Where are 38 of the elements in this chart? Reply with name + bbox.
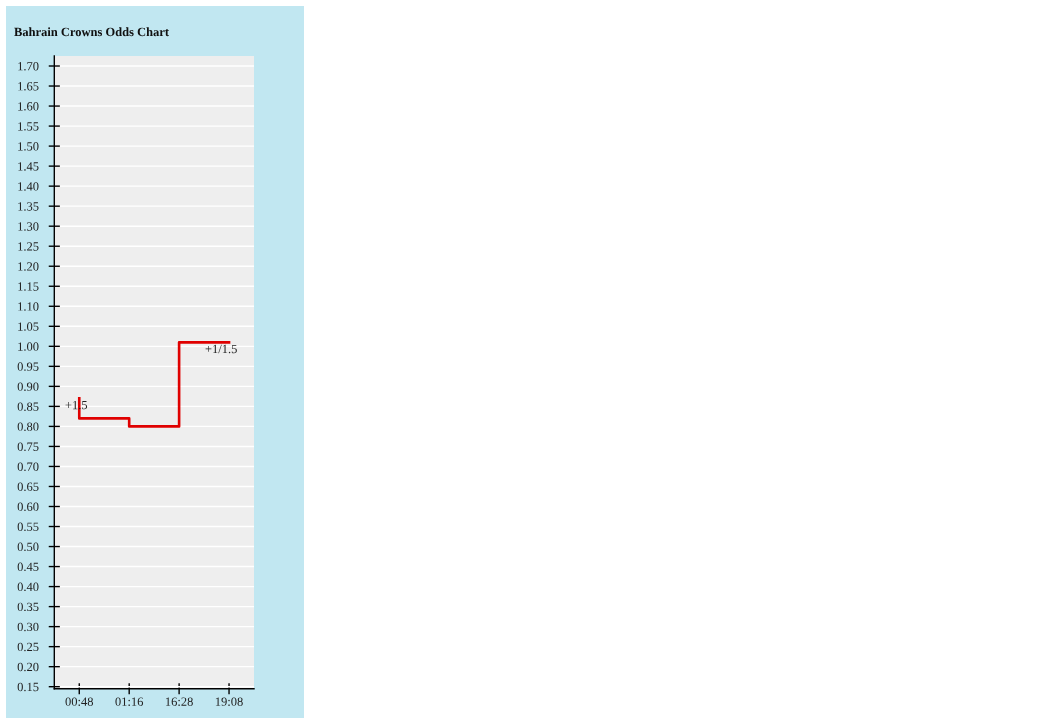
y-tick-label: 1.45 [18, 162, 39, 171]
y-tick-label: 0.65 [17, 482, 39, 491]
y-tick-label: 0.55 [17, 522, 39, 532]
y-tick-label: 0.90 [17, 382, 39, 391]
y-tick-label: 1.25 [18, 242, 39, 251]
chart-title: Bahrain Crowns Odds Chart [14, 27, 169, 37]
y-tick-label: 1.30 [18, 222, 39, 231]
y-tick-label: 0.20 [17, 662, 39, 672]
y-tick-label: 0.25 [17, 642, 39, 652]
y-tick-label: 0.85 [17, 402, 39, 411]
y-tick-label: 0.70 [17, 462, 39, 471]
y-tick-label: 0.80 [17, 422, 39, 431]
y-tick-label: 1.65 [18, 82, 39, 91]
y-tick-label: 1.70 [18, 62, 39, 71]
y-tick-label: 0.50 [17, 542, 39, 552]
x-tick-label: 01:16 [115, 697, 144, 706]
y-tick-label: 0.60 [17, 502, 39, 512]
y-tick-label: 1.05 [18, 322, 39, 331]
y-tick-label: 1.00 [18, 342, 39, 351]
y-tick-label: 1.50 [18, 142, 39, 151]
annotation: +1/1.5 [205, 344, 237, 354]
y-tick-label: 0.45 [17, 562, 39, 572]
y-tick-label: 0.75 [17, 442, 39, 451]
y-tick-label: 0.30 [17, 622, 39, 632]
y-tick-label: 0.15 [17, 682, 39, 692]
x-tick-label: 00:48 [65, 697, 94, 706]
y-tick-label: 1.60 [18, 102, 39, 111]
y-tick-label: 1.15 [18, 282, 39, 291]
x-tick-label: 16:28 [165, 697, 193, 706]
y-tick-label: 0.35 [17, 602, 39, 612]
y-tick-label: 0.95 [17, 362, 39, 371]
y-tick-label: 1.55 [18, 122, 39, 131]
y-tick-label: 1.20 [18, 262, 39, 271]
y-tick-label: 0.40 [17, 582, 39, 592]
y-tick-label: 1.10 [18, 302, 39, 311]
y-tick-label: 1.35 [18, 202, 39, 211]
x-tick-label: 19:08 [215, 697, 243, 706]
y-tick-label: 1.40 [18, 182, 39, 191]
